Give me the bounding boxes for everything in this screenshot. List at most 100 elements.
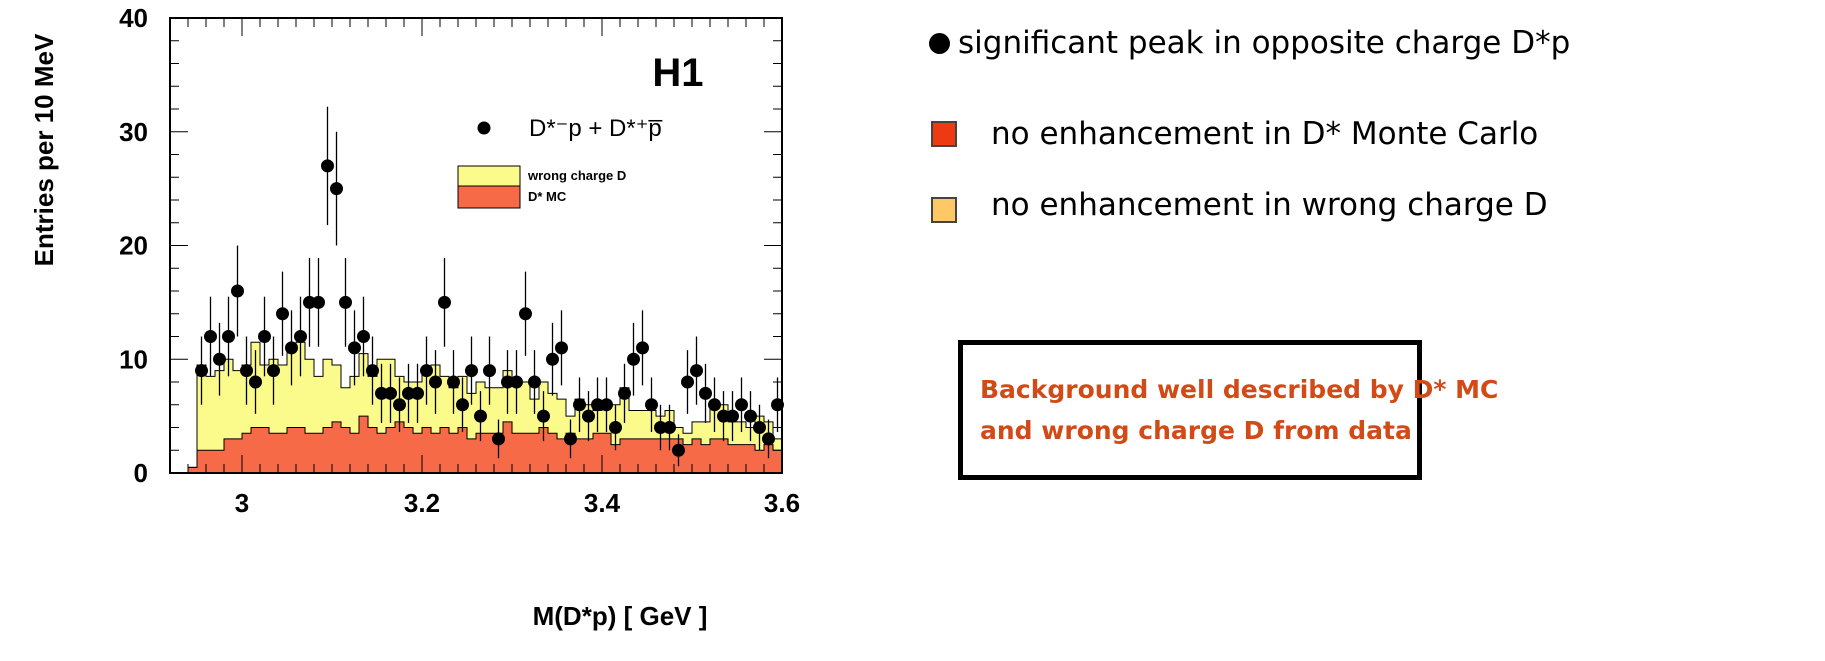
data-point xyxy=(474,409,487,423)
legend-mc-label: D* MC xyxy=(528,189,567,204)
legend-data-marker xyxy=(477,121,491,135)
mc-bar xyxy=(710,438,720,473)
data-point xyxy=(303,295,316,309)
mc-bar xyxy=(476,433,486,473)
wrong-charge-bar xyxy=(296,342,306,473)
mc-bar xyxy=(467,438,477,473)
data-point xyxy=(528,375,541,389)
mc-bar xyxy=(224,438,234,473)
data-point xyxy=(438,295,451,309)
data-point xyxy=(330,182,343,196)
mc-bar xyxy=(287,427,297,473)
mc-bar xyxy=(611,444,621,473)
wrong-charge-bar xyxy=(305,359,315,473)
mc-bar xyxy=(215,450,225,473)
data-point xyxy=(375,386,388,400)
mc-bar xyxy=(404,427,414,473)
data-point xyxy=(645,398,658,412)
mc-bar xyxy=(548,433,558,473)
mc-bar xyxy=(314,433,324,473)
data-point xyxy=(267,364,280,378)
mc-bar xyxy=(341,427,351,473)
mc-bar xyxy=(323,427,333,473)
data-point xyxy=(240,364,253,378)
wrong-charge-bar xyxy=(422,370,432,473)
wrong-charge-bar xyxy=(323,359,333,473)
wrong-charge-bar xyxy=(449,387,459,473)
mc-bar xyxy=(620,438,630,473)
mc-bar xyxy=(368,427,378,473)
data-point xyxy=(510,375,523,389)
tick-labels: 0 10 20 30 40 3 3.2 3.4 3.6 xyxy=(119,3,800,518)
data-point xyxy=(258,330,271,343)
histogram-bars xyxy=(187,341,783,473)
data-point xyxy=(357,330,370,343)
wrong-charge-bar xyxy=(260,364,270,473)
mc-bar xyxy=(638,438,648,473)
mc-bar xyxy=(350,433,360,473)
data-point xyxy=(654,421,667,434)
data-point xyxy=(456,398,469,412)
data-point xyxy=(555,341,568,355)
wrong-charge-bar xyxy=(575,399,585,473)
data-point xyxy=(690,364,703,378)
x-axis-title: M(D*p) [ GeV ] xyxy=(533,601,708,631)
mc-bar xyxy=(575,438,585,473)
data-point xyxy=(348,341,361,355)
data-point xyxy=(537,409,550,423)
data-point xyxy=(582,409,595,423)
data-point xyxy=(699,386,712,400)
data-point xyxy=(339,295,352,309)
data-point xyxy=(195,364,208,378)
wrong-charge-bar xyxy=(467,393,477,473)
data-point xyxy=(384,386,397,400)
mc-bar xyxy=(665,438,675,473)
mc-bar xyxy=(755,450,765,473)
mc-bar xyxy=(629,438,639,473)
data-point xyxy=(204,330,217,343)
wrong-charge-bar xyxy=(440,376,450,473)
mc-bar xyxy=(539,427,549,473)
mc-bar xyxy=(593,433,603,473)
wrong-charge-bar xyxy=(413,382,423,473)
data-point xyxy=(546,352,559,366)
data-point xyxy=(393,398,406,412)
data-point xyxy=(672,443,685,457)
mc-bar xyxy=(188,467,198,473)
wrong-charge-bar xyxy=(620,387,630,473)
data-point xyxy=(681,375,694,389)
legend-wrong-charge-swatch xyxy=(457,165,521,187)
wrong-charge-bar xyxy=(215,370,225,473)
mc-bar xyxy=(503,421,513,473)
mc-bar xyxy=(206,450,216,473)
mc-bar xyxy=(773,450,783,473)
mc-bar xyxy=(512,433,522,473)
mc-bar xyxy=(647,438,657,473)
legend-mc-swatch xyxy=(457,185,521,209)
data-point xyxy=(294,330,307,343)
wrong-charge-bar xyxy=(431,364,441,473)
mc-bar xyxy=(584,438,594,473)
data-point xyxy=(753,421,766,434)
wrong-charge-bar xyxy=(206,376,216,473)
data-point xyxy=(618,386,631,400)
data-point xyxy=(483,364,496,378)
y-tick-label: 0 xyxy=(134,458,148,488)
data-point xyxy=(717,409,730,423)
y-axis-title: Entries per 10 MeV xyxy=(29,33,59,266)
wrong-charge-bar xyxy=(368,376,378,473)
wrong-charge-bar xyxy=(359,353,369,473)
conclusion-line-2: and wrong charge D from data xyxy=(980,416,1412,445)
mc-bar xyxy=(197,450,207,473)
mc-bar xyxy=(719,438,729,473)
wrong-charge-bar xyxy=(557,399,567,473)
data-point xyxy=(402,386,415,400)
mc-bar xyxy=(359,416,369,473)
mc-bar xyxy=(386,427,396,473)
mc-bar xyxy=(602,433,612,473)
mc-bar xyxy=(746,444,756,473)
y-tick-label: 40 xyxy=(119,3,148,33)
data-point xyxy=(564,432,577,446)
data-point xyxy=(276,307,289,321)
